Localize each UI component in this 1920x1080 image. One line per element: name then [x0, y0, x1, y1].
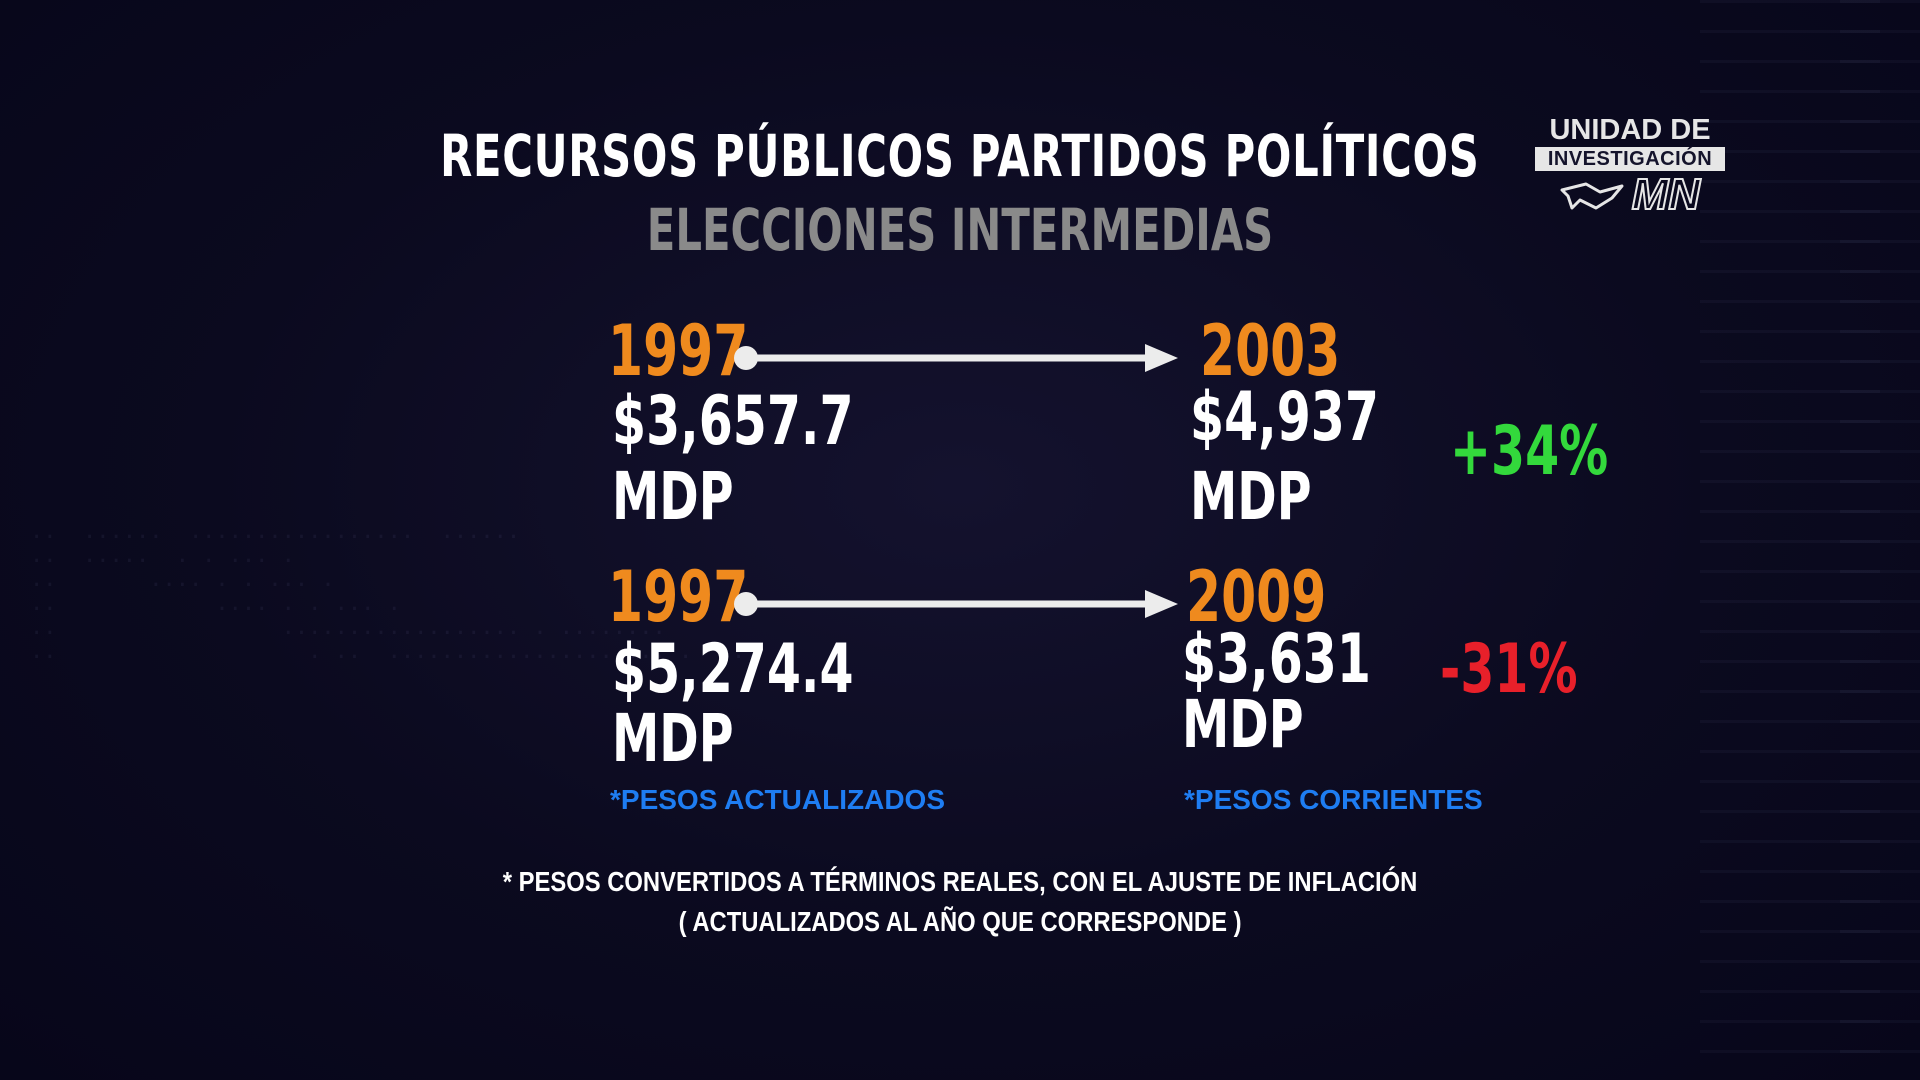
from-amount-text: $5,274.4: [612, 630, 854, 709]
to-unit-text: MDP: [1190, 458, 1312, 535]
to-unit: MDP: [1182, 686, 1351, 763]
to-unit: MDP: [1190, 458, 1359, 535]
from-unit: MDP: [612, 700, 781, 777]
page-title-text: RECURSOS PÚBLICOS PARTIDOS POLÍTICOS: [440, 122, 1480, 190]
from-amount-text: $3,657.7: [612, 382, 854, 461]
to-amount: $4,937: [1190, 378, 1452, 457]
change-badge: +34%: [1450, 412, 1670, 491]
to-amount: $3,631: [1182, 620, 1444, 699]
to-year: 2003: [1200, 310, 1395, 392]
bird-icon: [1560, 182, 1624, 210]
logo-line1: UNIDAD DE: [1549, 114, 1711, 146]
footnote-line1: * PESOS CONVERTIDOS A TÉRMINOS REALES, C…: [0, 866, 1920, 898]
change-badge-text: +34%: [1450, 412, 1609, 491]
from-year: 1997: [608, 310, 803, 392]
from-year-text: 1997: [608, 310, 749, 392]
to-year-text: 2003: [1200, 310, 1341, 392]
to-unit-text: MDP: [1182, 686, 1304, 763]
page-subtitle: ELECCIONES INTERMEDIAS: [0, 196, 1920, 264]
page-title: RECURSOS PÚBLICOS PARTIDOS POLÍTICOS: [0, 122, 1920, 190]
change-badge: -31%: [1440, 630, 1631, 709]
footnote-line1-text: * PESOS CONVERTIDOS A TÉRMINOS REALES, C…: [502, 866, 1418, 897]
to-year: 2009: [1186, 556, 1381, 638]
note-right: *PESOS CORRIENTES: [1184, 784, 1483, 815]
from-year: 1997: [608, 556, 803, 638]
logo-mark: MN: [1535, 170, 1725, 219]
to-amount-text: $4,937: [1190, 378, 1379, 457]
note-left: *PESOS ACTUALIZADOS: [610, 784, 945, 815]
arrow-icon: [734, 344, 1178, 372]
to-amount-text: $3,631: [1182, 620, 1371, 699]
background-data-column: [1700, 0, 1880, 1080]
change-badge-text: -31%: [1440, 630, 1578, 709]
background-data-column: [1840, 0, 1920, 1080]
logo-line2: INVESTIGACIÓN: [1535, 147, 1725, 171]
to-year-text: 2009: [1186, 556, 1327, 638]
channel-logo: UNIDAD DE INVESTIGACIÓN MN: [1535, 114, 1725, 219]
page-subtitle-text: ELECCIONES INTERMEDIAS: [646, 196, 1274, 264]
from-year-text: 1997: [608, 556, 749, 638]
from-unit-text: MDP: [612, 700, 734, 777]
logo-mn-text: MN: [1631, 170, 1701, 219]
background-code-texture: .. ...... ................. ...... .. ..…: [30, 519, 759, 664]
from-amount: $3,657.7: [612, 382, 948, 461]
footnote-line2-text: ( ACTUALIZADOS AL AÑO QUE CORRESPONDE ): [678, 906, 1242, 937]
from-amount: $5,274.4: [612, 630, 948, 709]
from-unit: MDP: [612, 458, 781, 535]
footnote-line2: ( ACTUALIZADOS AL AÑO QUE CORRESPONDE ): [0, 906, 1920, 938]
from-unit-text: MDP: [612, 458, 734, 535]
arrow-icon: [734, 590, 1178, 618]
